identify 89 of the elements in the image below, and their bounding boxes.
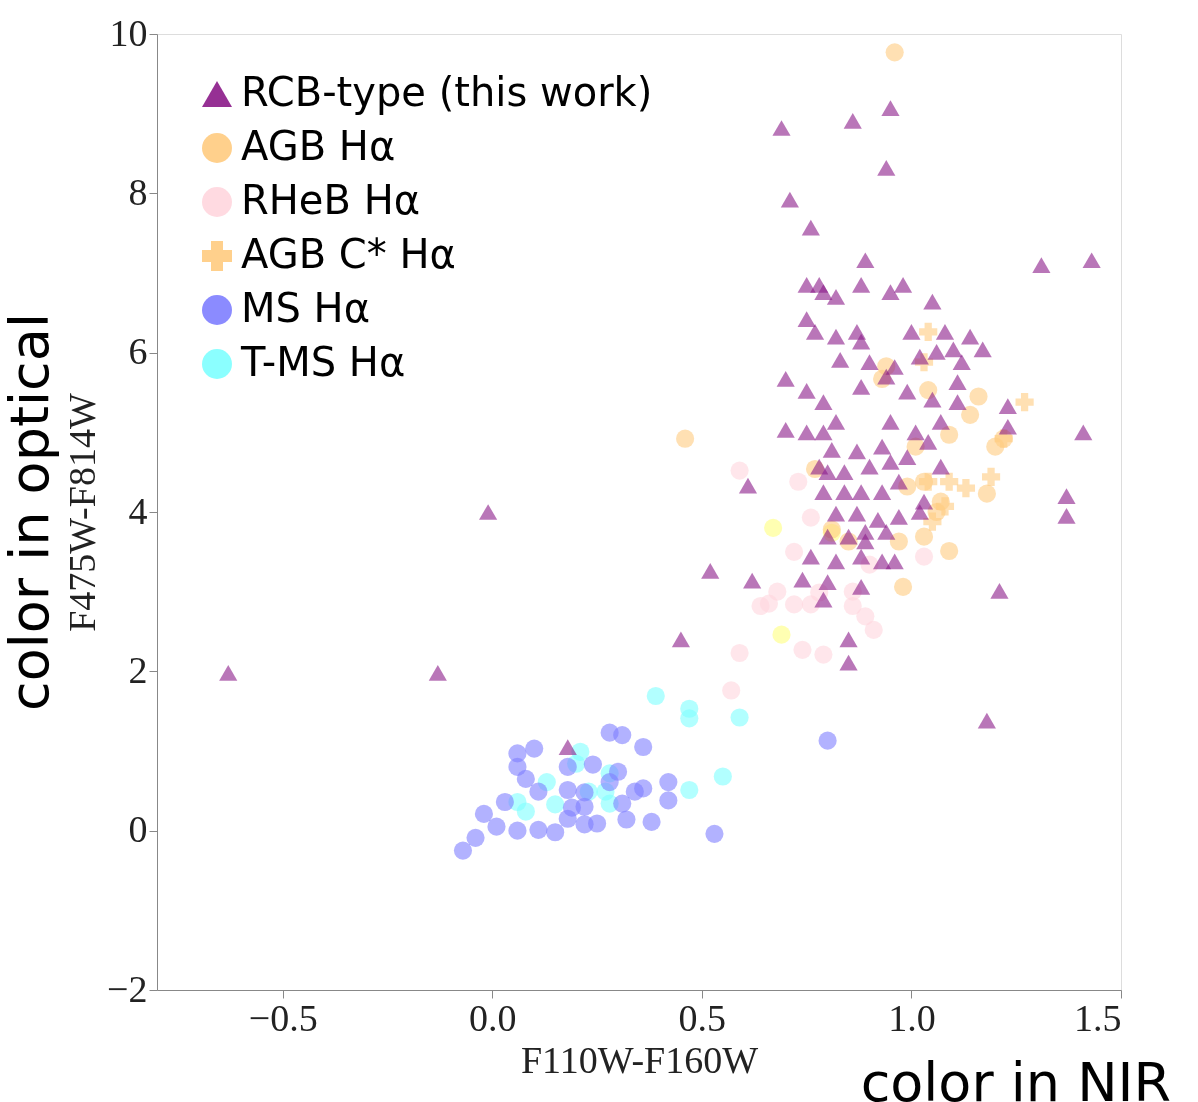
point [642, 812, 661, 831]
point [801, 508, 820, 527]
point [730, 461, 749, 480]
x-tick-label: −0.5 [248, 996, 318, 1039]
point [730, 708, 749, 727]
y-tick-label: 4 [128, 489, 148, 532]
point [583, 755, 602, 774]
x-tick-label: 0.0 [469, 996, 517, 1039]
y-tick-label: 0 [128, 808, 148, 851]
point [453, 841, 473, 860]
point [961, 405, 980, 424]
point [889, 532, 908, 551]
point [785, 595, 804, 614]
legend-label: AGB Hα [241, 123, 396, 169]
legend-label: T-MS Hα [240, 339, 406, 385]
point [1015, 392, 1034, 412]
point [613, 726, 632, 745]
point [659, 791, 678, 810]
point [529, 820, 548, 839]
text: color in NIR [860, 1051, 1171, 1102]
point [634, 779, 653, 798]
legend-label: RCB-type (this work) [241, 69, 653, 115]
point [588, 814, 607, 833]
point [764, 518, 783, 537]
point [818, 731, 837, 750]
point [940, 541, 959, 561]
point [546, 795, 565, 814]
y-tick-label: 10 [109, 11, 148, 54]
point [487, 817, 506, 836]
point [864, 620, 883, 639]
point [676, 429, 695, 448]
point [558, 780, 577, 800]
point [814, 645, 833, 664]
point [713, 767, 732, 786]
point [914, 472, 934, 491]
point [529, 782, 548, 801]
point [969, 387, 988, 406]
point [546, 823, 565, 842]
point [722, 681, 741, 700]
y-tick-label: 8 [128, 170, 148, 213]
point [914, 527, 934, 546]
point [919, 322, 938, 342]
point [646, 686, 665, 706]
point [474, 804, 493, 823]
point [914, 547, 934, 566]
text: color in optical [0, 313, 61, 711]
y-tick-label: 2 [128, 648, 148, 691]
point [931, 492, 950, 511]
point [793, 640, 812, 659]
point [981, 467, 1001, 487]
point [608, 762, 628, 781]
point [772, 625, 791, 644]
x-tick-label: 0.5 [678, 996, 727, 1039]
point [575, 783, 594, 802]
legend-label: MS Hα [241, 285, 371, 331]
point [516, 769, 535, 788]
point [659, 773, 678, 792]
point [680, 709, 699, 728]
point [705, 824, 724, 843]
point [885, 43, 904, 62]
point [558, 757, 577, 776]
legend-label: AGB C* Hα [241, 231, 456, 277]
x-axis-title: F110W-F160W [520, 1038, 759, 1081]
point [508, 821, 527, 840]
point [495, 792, 514, 812]
y-tick-label: −2 [107, 967, 148, 1010]
point [730, 643, 749, 663]
point [759, 594, 779, 613]
point [617, 810, 636, 829]
point [634, 737, 653, 757]
point [785, 542, 804, 561]
y-tick-label: 6 [128, 330, 148, 373]
x-tick-label: 1.5 [1074, 996, 1122, 1039]
point [466, 828, 485, 847]
point [516, 802, 535, 821]
point [893, 577, 913, 596]
point [940, 472, 959, 491]
point [940, 425, 959, 444]
point [977, 484, 996, 503]
legend-label: RHeB Hα [241, 177, 421, 223]
point [919, 381, 938, 400]
point [956, 479, 975, 498]
x-tick-label: 1.0 [888, 996, 936, 1039]
point [856, 607, 875, 626]
point [525, 739, 544, 758]
point [789, 472, 808, 491]
point [680, 780, 699, 800]
y-axis-title: F475W-F814W [61, 393, 104, 632]
point [613, 794, 632, 813]
